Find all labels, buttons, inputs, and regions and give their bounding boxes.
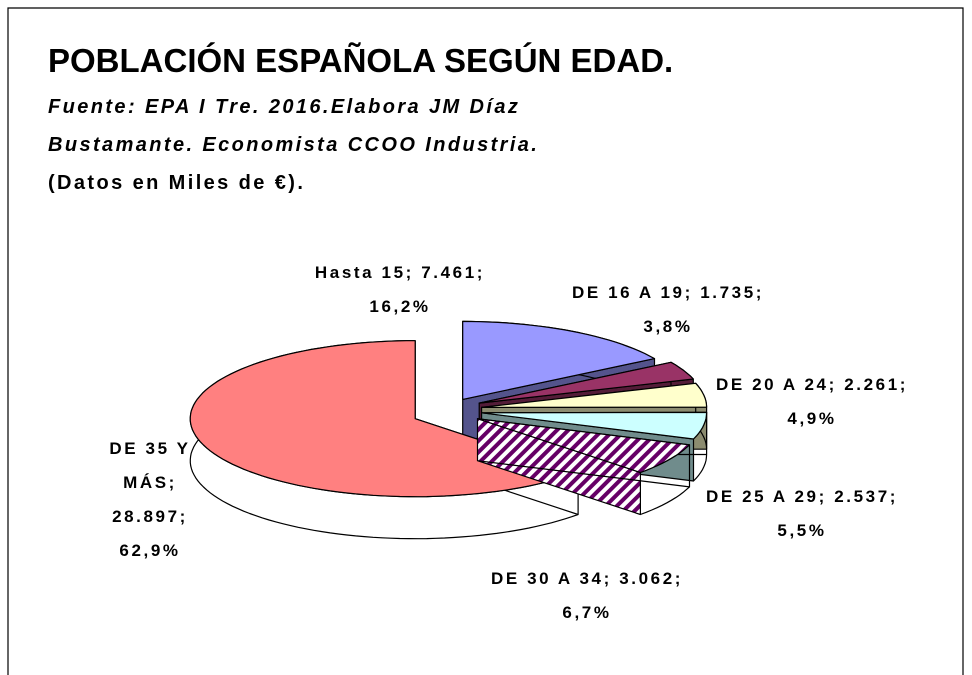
slice	[481, 382, 708, 408]
label-separator: ;	[828, 375, 837, 394]
chart-frame	[7, 7, 964, 675]
label-separator: ;	[476, 263, 486, 282]
category-label: DE 20 A 24	[715, 375, 829, 394]
percent-label: 5,5%	[777, 521, 827, 540]
pie	[189, 320, 708, 540]
label-separator: ;	[168, 473, 177, 492]
value-label: 3.062	[619, 569, 675, 588]
slice	[476, 418, 691, 474]
data-label: DE 25 A 29; 2.537; 5,5%	[702, 480, 902, 548]
chart-title: POBLACIÓN ESPAÑOLA SEGÚN EDAD.	[48, 42, 674, 79]
value-label: 7.461	[421, 263, 477, 282]
slice	[481, 411, 708, 440]
label-separator: ;	[889, 487, 899, 506]
data-label: DE 16 A 19; 1.735; 3,8%	[568, 276, 768, 344]
data-label: Hasta 15; 7.461; 16,2%	[300, 256, 500, 324]
slice	[478, 361, 694, 404]
chart-subtitle: Fuente: EPA I Tre. 2016.Elabora JM Díaz	[48, 96, 521, 118]
category-label: DE 30 A 34	[490, 569, 604, 588]
category-label: Hasta 15	[314, 263, 406, 282]
category-label: DE 16 A 19	[571, 283, 685, 302]
label-separator: ;	[684, 283, 693, 302]
data-label: DE 30 A 34; 3.062; 6,7%	[487, 562, 687, 630]
value-label: 1.735	[700, 283, 756, 302]
value-label: 2.261	[844, 375, 900, 394]
label-separator: ;	[755, 283, 765, 302]
label-separator: ;	[818, 487, 827, 506]
chart-note: (Datos en Miles de €).	[48, 172, 306, 194]
chart-subtitle: Bustamante. Economista CCOO Industria.	[48, 134, 540, 156]
value-label: 2.537	[834, 487, 890, 506]
data-label: DE 35 Y MÁS; 28.897; 62,9%	[90, 432, 210, 568]
label-separator: ;	[405, 263, 414, 282]
label-separator: ;	[603, 569, 612, 588]
slice	[462, 320, 656, 400]
percent-label: 6,7%	[562, 603, 612, 622]
value-label: 28.897	[112, 507, 180, 526]
percent-label: 3,8%	[643, 317, 693, 336]
percent-label: 62,9%	[119, 541, 181, 560]
category-label: DE 35 Y MÁS	[109, 439, 191, 492]
label-separator: ;	[179, 507, 188, 526]
label-separator: ;	[899, 375, 909, 394]
percent-label: 16,2%	[369, 297, 431, 316]
category-label: DE 25 A 29	[705, 487, 819, 506]
label-separator: ;	[674, 569, 684, 588]
data-label: DE 20 A 24; 2.261; 4,9%	[712, 368, 912, 436]
percent-label: 4,9%	[787, 409, 837, 428]
